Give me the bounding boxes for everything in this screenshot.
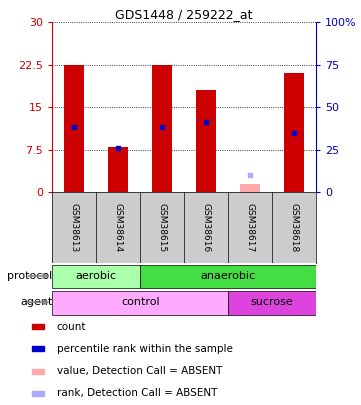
Text: count: count <box>57 322 86 332</box>
Text: GSM38618: GSM38618 <box>290 203 299 252</box>
Bar <box>284 73 304 192</box>
Bar <box>32 346 44 351</box>
Bar <box>240 184 260 192</box>
Bar <box>140 264 316 288</box>
Bar <box>64 65 84 192</box>
Text: GSM38613: GSM38613 <box>70 203 79 252</box>
Bar <box>52 291 228 315</box>
Text: rank, Detection Call = ABSENT: rank, Detection Call = ABSENT <box>57 388 217 399</box>
Text: control: control <box>121 297 160 307</box>
Text: GSM38617: GSM38617 <box>245 203 255 252</box>
Bar <box>108 147 128 192</box>
Title: GDS1448 / 259222_at: GDS1448 / 259222_at <box>116 8 253 21</box>
Text: percentile rank within the sample: percentile rank within the sample <box>57 344 232 354</box>
Bar <box>32 391 44 396</box>
Text: aerobic: aerobic <box>76 271 117 281</box>
Text: agent: agent <box>20 297 52 307</box>
Bar <box>152 65 172 192</box>
Text: protocol: protocol <box>7 271 52 281</box>
Text: GSM38616: GSM38616 <box>201 203 210 252</box>
Text: GSM38615: GSM38615 <box>158 203 167 252</box>
Bar <box>196 90 216 192</box>
Bar <box>32 324 44 329</box>
Bar <box>52 264 140 288</box>
Text: value, Detection Call = ABSENT: value, Detection Call = ABSENT <box>57 366 222 376</box>
Bar <box>228 291 316 315</box>
Text: GSM38614: GSM38614 <box>114 203 123 252</box>
Text: anaerobic: anaerobic <box>200 271 256 281</box>
Bar <box>32 369 44 373</box>
Text: sucrose: sucrose <box>251 297 293 307</box>
